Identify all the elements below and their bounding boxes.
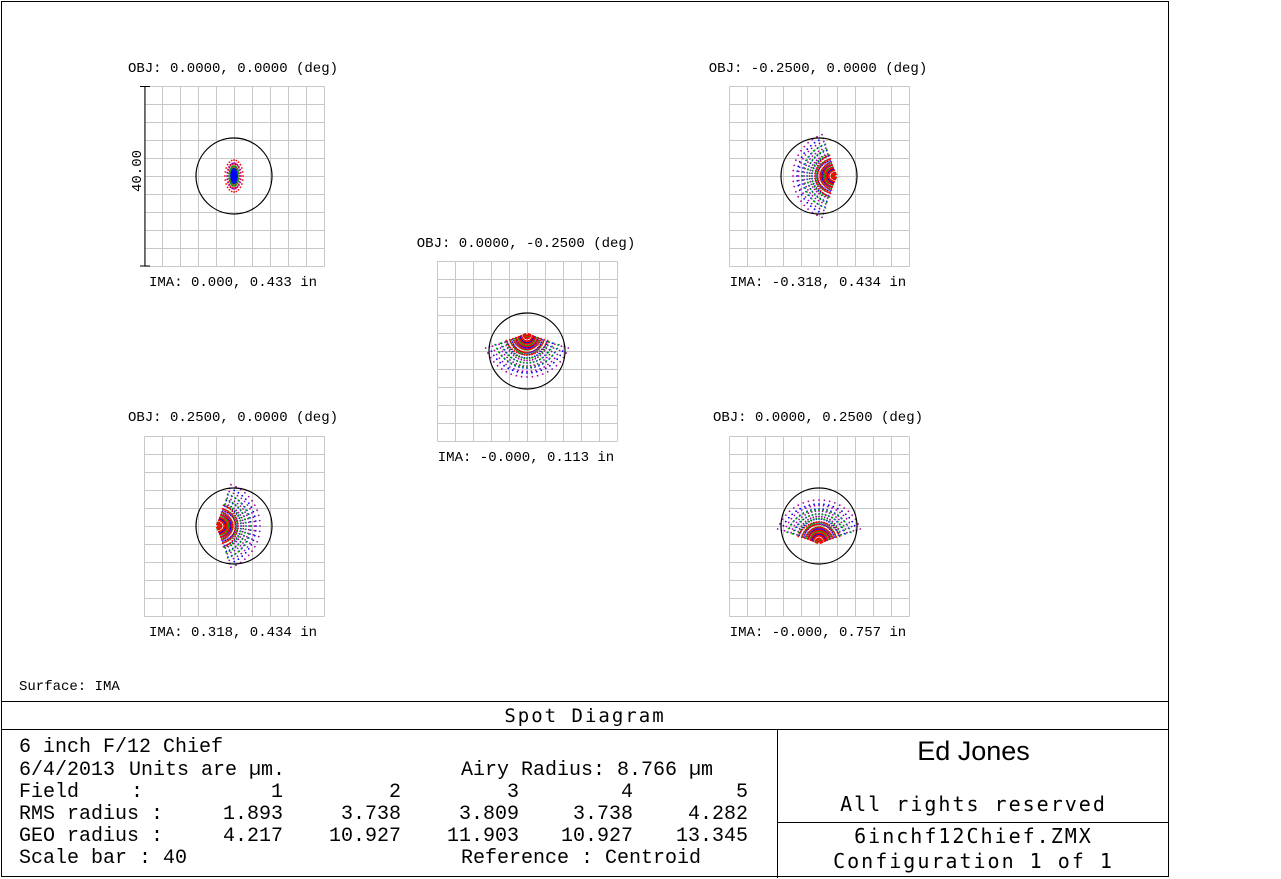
scale-bar (140, 86, 150, 267)
spot-plot-2 (729, 86, 910, 267)
spot-plot-3 (437, 261, 618, 442)
airy-disk-circle (780, 137, 858, 215)
geo-value: 10.927 (560, 825, 633, 848)
rms-value: 3.738 (340, 803, 401, 826)
airy-disk-circle (195, 137, 273, 215)
plot4-obj-label: OBJ: 0.2500, 0.0000 (deg) (127, 410, 339, 426)
author-box: Ed Jones All rights reserved (778, 730, 1169, 823)
field-row-label: Field (19, 781, 80, 804)
spot-plot-1 (144, 86, 325, 267)
geo-value: 11.903 (446, 825, 519, 848)
airy-disk-circle (780, 487, 858, 565)
plot2-obj-label: OBJ: -0.2500, 0.0000 (deg) (708, 61, 928, 77)
spot-plot-4 (144, 436, 325, 617)
field-row-colon: : (131, 781, 144, 804)
plot3-ima-label: IMA: -0.000, 0.113 in (437, 450, 615, 466)
airy-disk-circle (195, 487, 273, 565)
plot5-ima-label: IMA: -0.000, 0.757 in (729, 625, 907, 641)
author-name: Ed Jones (917, 736, 1030, 766)
field-number: 2 (388, 781, 401, 804)
spot-pattern (216, 483, 261, 569)
scale-bar-text: Scale bar : 40 (19, 847, 188, 870)
rights-text: All rights reserved (840, 792, 1107, 816)
info-panel: 6 inch F/12 Chief 6/4/2013 Units are µm.… (1, 730, 778, 878)
plot4-ima-label: IMA: 0.318, 0.434 in (148, 625, 318, 641)
date-text: 6/4/2013 (19, 759, 116, 782)
plot2-ima-label: IMA: -0.318, 0.434 in (729, 275, 907, 291)
geo-value: 13.345 (675, 825, 748, 848)
rms-value: 1.893 (222, 803, 283, 826)
rms-value: 3.809 (458, 803, 519, 826)
spot-pattern (776, 499, 862, 544)
geo-value: 10.927 (328, 825, 401, 848)
units-text: Units are µm. (129, 759, 286, 782)
geo-value: 4.217 (222, 825, 283, 848)
reference-text: Reference : Centroid (461, 847, 702, 870)
scale-bar-label: 40.00 (130, 149, 146, 192)
spot-plot-5 (729, 436, 910, 617)
file-name: 6inchf12Chief.ZMX (854, 824, 1093, 848)
field-number: 1 (270, 781, 283, 804)
system-title: 6 inch F/12 Chief (19, 736, 224, 759)
airy-radius-text: Airy Radius: 8.766 µm (461, 759, 714, 782)
rms-value: 4.282 (687, 803, 748, 826)
spot-pattern (792, 133, 837, 219)
rms-value: 3.738 (572, 803, 633, 826)
configuration-text: Configuration 1 of 1 (833, 849, 1114, 873)
spot-pattern (484, 333, 570, 378)
field-number: 4 (620, 781, 633, 804)
rms-row-label: RMS radius : (19, 803, 164, 826)
field-number: 5 (735, 781, 748, 804)
file-box: 6inchf12Chief.ZMX Configuration 1 of 1 (778, 823, 1169, 878)
field-number: 3 (506, 781, 519, 804)
airy-disk-circle (488, 312, 566, 390)
plot3-obj-label: OBJ: 0.0000, -0.2500 (deg) (416, 236, 636, 252)
spot-diagram-sheet (1, 1, 1169, 877)
plot5-obj-label: OBJ: 0.0000, 0.2500 (deg) (712, 410, 924, 426)
surface-label: Surface: IMA (19, 679, 120, 695)
plot1-ima-label: IMA: 0.000, 0.433 in (148, 275, 318, 291)
geo-row-label: GEO radius : (19, 825, 164, 848)
plot1-obj-label: OBJ: 0.0000, 0.0000 (deg) (127, 61, 339, 77)
spot-pattern (224, 159, 244, 193)
diagram-title: Spot Diagram (1, 701, 1169, 730)
